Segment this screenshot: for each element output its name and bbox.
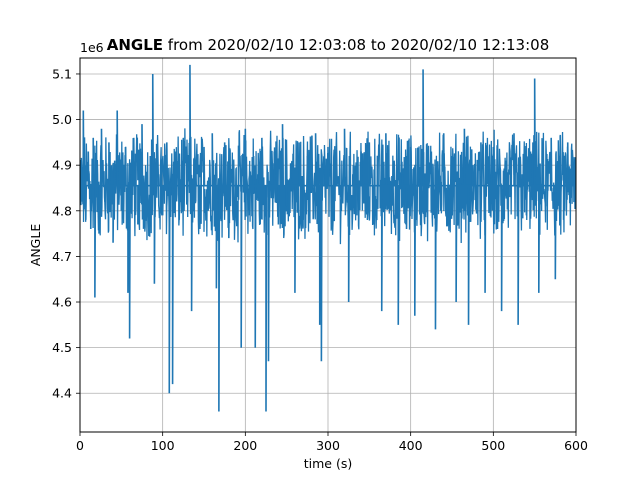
y-tick-label: 5.1 bbox=[52, 66, 72, 81]
x-tick-label: 300 bbox=[316, 438, 340, 453]
x-tick-label: 600 bbox=[564, 438, 588, 453]
x-axis-label: time (s) bbox=[304, 456, 352, 471]
series-group bbox=[80, 64, 576, 412]
x-tick-label: 500 bbox=[481, 438, 505, 453]
x-tick-label: 200 bbox=[233, 438, 257, 453]
chart-title-bold: ANGLE bbox=[107, 36, 163, 54]
x-tick-label: 100 bbox=[151, 438, 175, 453]
chart-title-rest: from 2020/02/10 12:03:08 to 2020/02/10 1… bbox=[163, 36, 549, 54]
y-axis-ticks: 4.4 4.5 4.6 4.7 4.8 4.9 5.0 5.1 bbox=[52, 66, 80, 401]
y-tick-label: 5.0 bbox=[52, 112, 72, 127]
y-tick-label: 4.6 bbox=[52, 295, 72, 310]
y-axis-offset-label: 1e6 bbox=[80, 40, 104, 55]
x-axis-ticks: 0 100 200 300 400 500 600 bbox=[76, 432, 588, 453]
x-tick-label: 0 bbox=[76, 438, 84, 453]
y-tick-label: 4.7 bbox=[52, 249, 72, 264]
y-axis-label: ANGLE bbox=[28, 224, 43, 267]
x-tick-label: 400 bbox=[399, 438, 423, 453]
y-tick-label: 4.9 bbox=[52, 158, 72, 173]
y-tick-label: 4.5 bbox=[52, 340, 72, 355]
y-tick-label: 4.4 bbox=[52, 386, 72, 401]
chart-title: ANGLE from 2020/02/10 12:03:08 to 2020/0… bbox=[107, 36, 550, 54]
series-line bbox=[80, 64, 576, 412]
y-tick-label: 4.8 bbox=[52, 203, 72, 218]
grid-lines bbox=[79, 58, 577, 432]
